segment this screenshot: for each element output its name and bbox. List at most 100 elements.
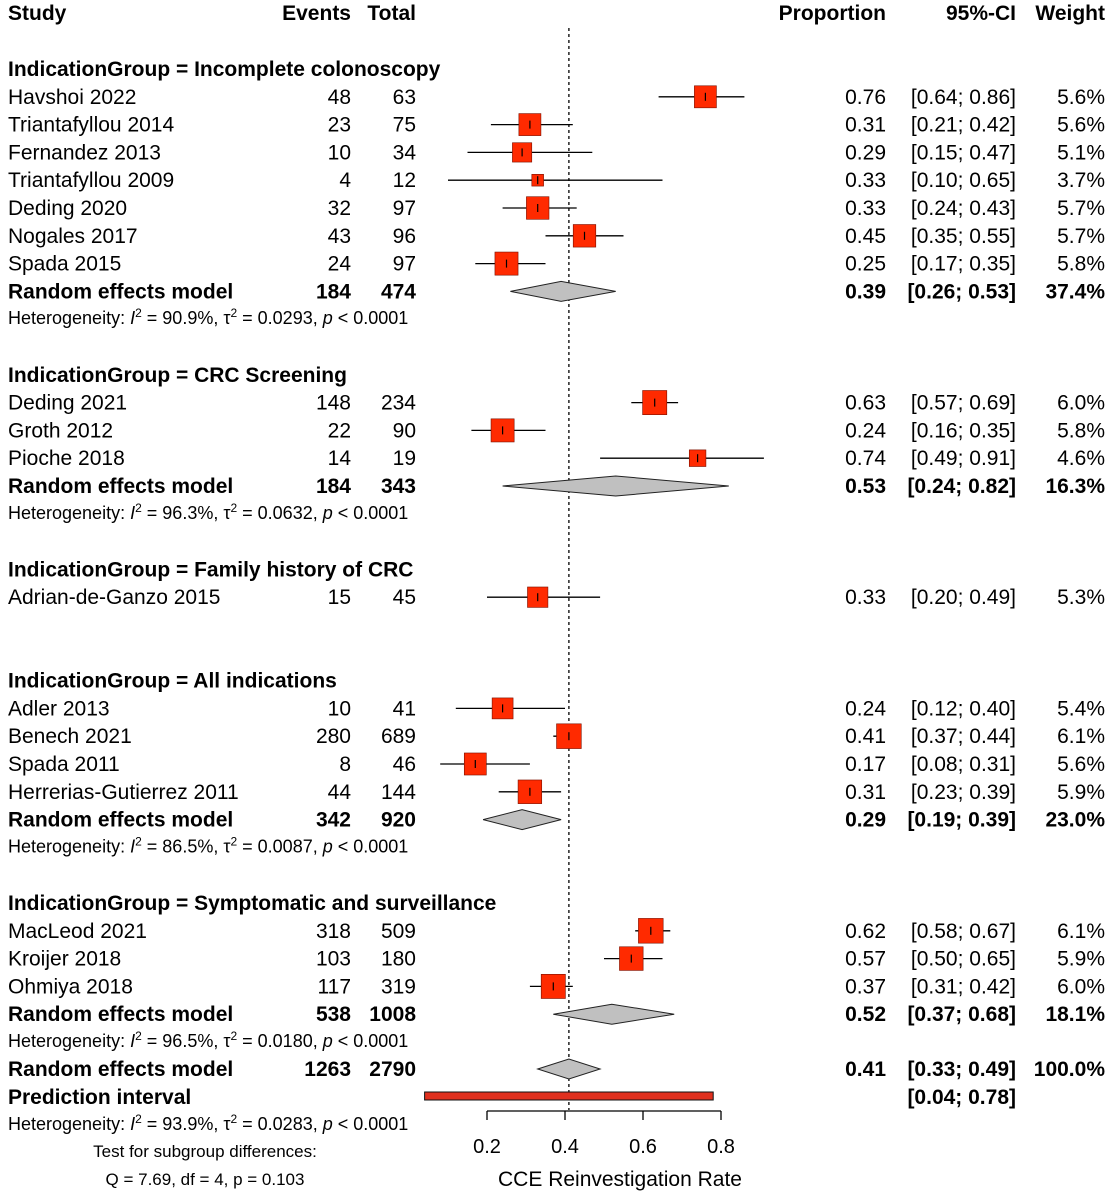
overall-model-ci: [0.33; 0.49] [907,1058,1016,1081]
study-row-ci: [0.24; 0.43] [911,197,1016,220]
subgroup-model-weight: 23.0% [1045,809,1105,832]
study-row-label: Pioche 2018 [8,447,125,470]
summary-diamond [502,475,729,497]
marks-layer [424,85,764,1120]
subgroup-model-total: 343 [381,475,416,498]
study-row-label: Spada 2011 [8,753,120,776]
study-row-weight: 5.1% [1057,141,1105,164]
study-row-weight: 3.7% [1057,169,1105,192]
study-row-total: 34 [393,141,417,164]
study-row-total: 75 [393,114,416,137]
study-row-total: 90 [393,419,416,442]
study-row-weight: 6.1% [1057,920,1105,943]
overall-model-weight: 100.0% [1034,1058,1106,1081]
study-row-weight: 6.0% [1057,392,1105,415]
study-row-proportion: 0.33 [845,169,886,192]
study-row-ci: [0.58; 0.67] [911,920,1016,943]
study-row-ci: [0.12; 0.40] [911,697,1016,720]
subgroup-model-total: 1008 [369,1003,416,1026]
study-row-total: 234 [381,392,416,415]
study-row-events: 32 [328,197,351,220]
study-row-events: 103 [316,948,351,971]
study-row-events: 318 [316,920,351,943]
study-row-proportion: 0.63 [845,392,886,415]
subgroup-model-weight: 37.4% [1045,280,1105,303]
subgroup-heterogeneity: Heterogeneity: I2 = 96.5%, τ2 = 0.0180, … [8,1029,408,1051]
study-row-label: Ohmiya 2018 [8,975,133,998]
study-row-total: 46 [393,753,416,776]
study-row-weight: 5.8% [1057,253,1105,276]
subgroup-model-label: Random effects model [8,280,233,303]
study-row-ci: [0.49; 0.91] [911,447,1016,470]
subgroup-model-label: Random effects model [8,1003,233,1026]
study-row-proportion: 0.17 [845,753,886,776]
group-title: IndicationGroup = Incomplete colonoscopy [8,58,441,81]
subgroup-heterogeneity: Heterogeneity: I2 = 86.5%, τ2 = 0.0087, … [8,834,408,856]
study-row-total: 97 [393,197,416,220]
subgroup-test-stat: Q = 7.69, df = 4, p = 0.103 [106,1170,305,1189]
study-row-proportion: 0.62 [845,920,886,943]
subgroup-model-total: 920 [381,809,416,832]
prediction-bar [424,1091,714,1101]
study-row-events: 44 [328,781,352,804]
header-ci: 95%-CI [946,2,1016,25]
study-row-total: 19 [393,447,416,470]
study-row-label: Triantafyllou 2009 [8,169,174,192]
study-row-proportion: 0.76 [845,86,886,109]
study-row-proportion: 0.31 [845,114,886,137]
subgroup-model-weight: 18.1% [1045,1003,1105,1026]
study-row-proportion: 0.31 [845,781,886,804]
study-row-label: Deding 2021 [8,392,127,415]
study-row-ci: [0.37; 0.44] [911,725,1016,748]
study-row-proportion: 0.74 [845,447,886,470]
study-row-events: 8 [339,753,351,776]
header-total: Total [367,2,416,25]
study-row-events: 280 [316,725,351,748]
study-row-events: 4 [339,169,351,192]
subgroup-model-proportion: 0.29 [845,809,886,832]
subgroup-model-proportion: 0.52 [845,1003,886,1026]
subgroup-model-ci: [0.24; 0.82] [907,475,1016,498]
subgroup-model-proportion: 0.39 [845,280,886,303]
study-row-events: 22 [328,419,351,442]
study-row-total: 509 [381,920,416,943]
study-row-proportion: 0.57 [845,948,886,971]
study-row-label: Triantafyllou 2014 [8,114,174,137]
study-row-ci: [0.23; 0.39] [911,781,1016,804]
study-row-label: Deding 2020 [8,197,127,220]
study-row-label: Havshoi 2022 [8,86,136,109]
subgroup-model-ci: [0.19; 0.39] [907,809,1016,832]
study-row-ci: [0.16; 0.35] [911,419,1016,442]
study-row-events: 14 [328,447,352,470]
summary-diamond [482,809,562,831]
group-title: IndicationGroup = Family history of CRC [8,558,413,581]
study-row-weight: 5.9% [1057,781,1105,804]
x-tick-label: 0.8 [707,1136,735,1158]
study-row-events: 24 [328,253,352,276]
subgroup-model-total: 474 [381,280,416,303]
study-row-weight: 5.8% [1057,419,1105,442]
study-row-ci: [0.50; 0.65] [911,948,1016,971]
study-row-label: Groth 2012 [8,419,113,442]
study-row-weight: 5.6% [1057,114,1105,137]
subgroup-model-ci: [0.37; 0.68] [907,1003,1016,1026]
header-events: Events [282,2,351,25]
x-tick-label: 0.4 [551,1136,579,1158]
study-row-proportion: 0.41 [845,725,886,748]
overall-model-total: 2790 [369,1058,416,1081]
study-row-proportion: 0.25 [845,253,886,276]
study-row-proportion: 0.24 [845,419,886,442]
subgroup-model-proportion: 0.53 [845,475,886,498]
header-study: Study [8,2,67,25]
x-tick-label: 0.6 [629,1136,657,1158]
study-row-weight: 5.6% [1057,86,1105,109]
study-row-events: 117 [318,975,351,998]
overall-model-label: Random effects model [8,1058,233,1081]
x-tick-label: 0.2 [473,1136,501,1158]
study-row-ci: [0.15; 0.47] [911,141,1016,164]
study-row-label: Adrian-de-Ganzo 2015 [8,586,220,609]
study-row-events: 148 [316,392,351,415]
study-row-label: Fernandez 2013 [8,141,161,164]
study-row-total: 12 [393,169,416,192]
study-row-total: 41 [393,697,416,720]
